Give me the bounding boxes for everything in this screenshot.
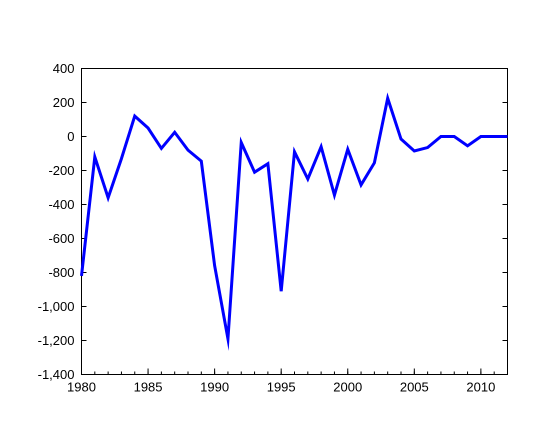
x-tick-label: 2000 [333, 380, 362, 395]
y-tick-label: -800 [48, 265, 74, 280]
x-tick-label: 2010 [466, 380, 495, 395]
y-axis: 400 200 0 -200 -400 -600 -800 -1,000 -1,200 -1,40… [38, 61, 508, 382]
x-axis: 1980 1985 1990 1995 2000 2005 2010 [67, 368, 508, 395]
y-tick-label: -400 [48, 197, 74, 212]
y-tick-label: 200 [53, 95, 75, 110]
y-tick-label: -600 [48, 231, 74, 246]
x-tick-label: 1995 [267, 380, 296, 395]
y-tick-label: 0 [67, 129, 74, 144]
y-tick-label: -1,000 [38, 299, 75, 314]
x-tick-label: 1985 [134, 380, 163, 395]
series-layer [80, 92, 508, 351]
y-tick-label: -1,200 [38, 333, 75, 348]
y-tick-label: -1,400 [38, 367, 75, 382]
x-tick-label: 1990 [200, 380, 229, 395]
x-tick-label: 1980 [67, 380, 96, 395]
plot-frame [81, 68, 508, 375]
series-line [80, 92, 508, 351]
y-tick-label: 400 [53, 61, 75, 76]
y-tick-label: -200 [48, 163, 74, 178]
x-tick-label: 2005 [400, 380, 429, 395]
